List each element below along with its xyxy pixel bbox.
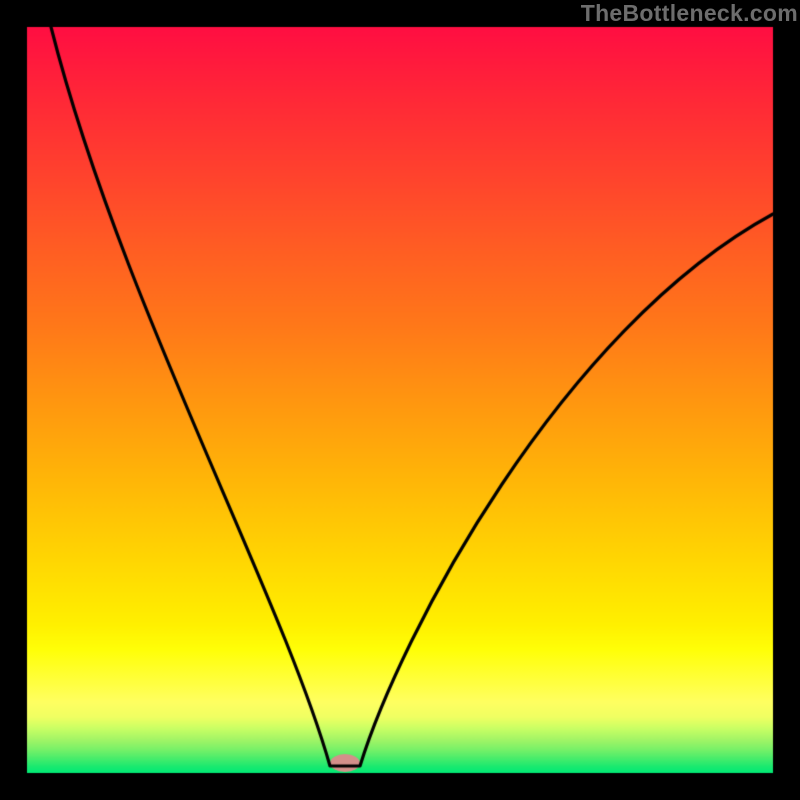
watermark-text: TheBottleneck.com [581,0,798,27]
bottleneck-curve-layer [0,0,800,800]
chart-container: TheBottleneck.com [0,0,800,800]
